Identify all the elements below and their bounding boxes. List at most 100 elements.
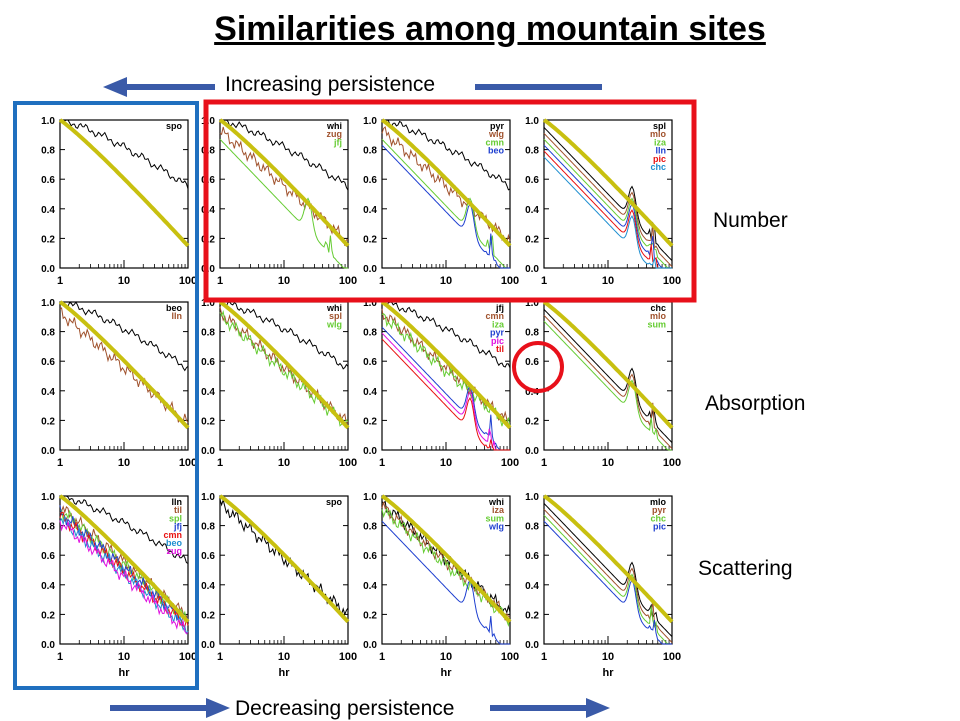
series-line bbox=[381, 313, 511, 427]
legend-entry: spl bbox=[169, 513, 182, 523]
x-tick-label: 10 bbox=[118, 457, 130, 469]
x-tick-label: 1 bbox=[57, 457, 63, 469]
x-tick-label: 10 bbox=[440, 651, 452, 663]
reference-line bbox=[218, 494, 350, 624]
legend-entry: cmn bbox=[485, 137, 504, 147]
y-tick-label: 0.4 bbox=[41, 205, 55, 216]
chart-panel: 0.0 0.2 0.4 0.6 0.8 1.0 1 10 100 splmloizallnpicc… bbox=[525, 116, 681, 287]
y-tick-label: 0.8 bbox=[363, 522, 377, 533]
y-tick-label: 1.0 bbox=[525, 492, 539, 503]
reference-line bbox=[218, 300, 350, 430]
y-tick-label: 1.0 bbox=[363, 492, 377, 503]
y-tick-label: 0.0 bbox=[41, 446, 55, 457]
x-tick-label: 1 bbox=[541, 651, 547, 663]
legend-entry: sum bbox=[485, 513, 504, 523]
y-tick-label: 0.8 bbox=[363, 328, 377, 339]
red-highlight-circle bbox=[512, 341, 564, 393]
series-line bbox=[543, 156, 672, 269]
legend-entry: lln bbox=[656, 146, 667, 156]
y-tick-label: 0.4 bbox=[201, 581, 215, 592]
y-tick-label: 0.2 bbox=[201, 610, 215, 621]
series-line bbox=[60, 119, 189, 190]
series-line bbox=[543, 127, 673, 261]
y-tick-label: 0.6 bbox=[363, 357, 377, 368]
chart-panel: 0.0 0.2 0.4 0.6 0.8 1.0 1 10 100 hr llntilspljfjcm… bbox=[41, 492, 197, 679]
y-tick-label: 0.0 bbox=[525, 264, 539, 275]
legend-entry: pyr bbox=[652, 505, 667, 515]
y-tick-label: 0.2 bbox=[41, 234, 55, 245]
legend-entry: cmn bbox=[485, 311, 504, 321]
legend-entry: whi bbox=[326, 303, 342, 313]
y-tick-label: 0.6 bbox=[201, 551, 215, 562]
y-tick-label: 0.8 bbox=[41, 146, 55, 157]
reference-line bbox=[58, 494, 190, 624]
reference-line bbox=[542, 300, 674, 430]
legend-entry: spl bbox=[653, 121, 666, 131]
series-line bbox=[381, 138, 510, 269]
reference-line bbox=[58, 300, 190, 430]
x-tick-label: 1 bbox=[541, 457, 547, 469]
x-tick-label: 1 bbox=[379, 457, 385, 469]
series-line bbox=[59, 520, 189, 635]
series-line bbox=[543, 138, 672, 269]
series-line bbox=[543, 150, 672, 269]
legend-entry: cmn bbox=[163, 530, 182, 540]
legend-entry: pyr bbox=[490, 328, 505, 338]
chart-panel: 0.0 0.2 0.4 0.6 0.8 1.0 1 10 100 hr spo bbox=[201, 492, 357, 679]
legend-entry: mlo bbox=[650, 129, 667, 139]
series-line bbox=[543, 309, 673, 443]
x-tick-label: 1 bbox=[217, 651, 223, 663]
reference-line bbox=[218, 118, 350, 248]
y-tick-label: 0.4 bbox=[201, 387, 215, 398]
series-line bbox=[382, 119, 511, 191]
series-line bbox=[381, 332, 510, 451]
reference-line bbox=[380, 494, 512, 624]
y-tick-label: 0.8 bbox=[525, 522, 539, 533]
y-tick-label: 0.8 bbox=[201, 328, 215, 339]
row-label-scattering: Scattering bbox=[698, 557, 793, 580]
y-tick-label: 0.8 bbox=[363, 146, 377, 157]
x-tick-label: 10 bbox=[440, 457, 452, 469]
series-line bbox=[381, 301, 511, 369]
blue-highlight-box bbox=[13, 101, 199, 690]
x-tick-label: 100 bbox=[663, 275, 681, 287]
x-tick-label: 1 bbox=[217, 457, 223, 469]
y-tick-label: 0.6 bbox=[41, 357, 55, 368]
y-tick-label: 0.0 bbox=[363, 264, 377, 275]
x-tick-label: 100 bbox=[179, 275, 197, 287]
legend-entry: zug bbox=[327, 129, 343, 139]
legend-entry: wlg bbox=[488, 522, 504, 532]
chart-panel: 0.0 0.2 0.4 0.6 0.8 1.0 1 10 100 spo bbox=[41, 116, 197, 287]
y-tick-label: 0.0 bbox=[363, 446, 377, 457]
y-tick-label: 0.0 bbox=[525, 446, 539, 457]
legend-entry: mlo bbox=[650, 497, 667, 507]
y-tick-label: 0.0 bbox=[41, 640, 55, 651]
legend-entry: mlo bbox=[650, 311, 667, 321]
y-tick-label: 0.4 bbox=[363, 581, 377, 592]
y-tick-label: 0.6 bbox=[41, 175, 55, 186]
y-tick-label: 0.4 bbox=[41, 581, 55, 592]
y-tick-label: 1.0 bbox=[525, 298, 539, 309]
reference-line bbox=[380, 300, 512, 430]
legend-entry: spl bbox=[329, 311, 342, 321]
y-tick-label: 0.0 bbox=[201, 446, 215, 457]
legend-entry: beo bbox=[166, 303, 183, 313]
x-tick-label: 100 bbox=[179, 457, 197, 469]
legend-entry: jfj bbox=[495, 303, 504, 313]
y-tick-label: 0.0 bbox=[201, 640, 215, 651]
legend-entry: beo bbox=[166, 538, 183, 548]
x-tick-label: 100 bbox=[339, 651, 357, 663]
series-line bbox=[381, 520, 510, 645]
x-tick-label: 1 bbox=[541, 275, 547, 287]
y-tick-label: 0.2 bbox=[363, 234, 377, 245]
x-tick-label: 100 bbox=[179, 651, 197, 663]
series-line bbox=[59, 301, 189, 372]
x-axis-label: hr bbox=[603, 667, 615, 679]
series-line bbox=[381, 144, 510, 269]
legend-entry: lln bbox=[172, 497, 183, 507]
panel-frame bbox=[59, 119, 189, 269]
